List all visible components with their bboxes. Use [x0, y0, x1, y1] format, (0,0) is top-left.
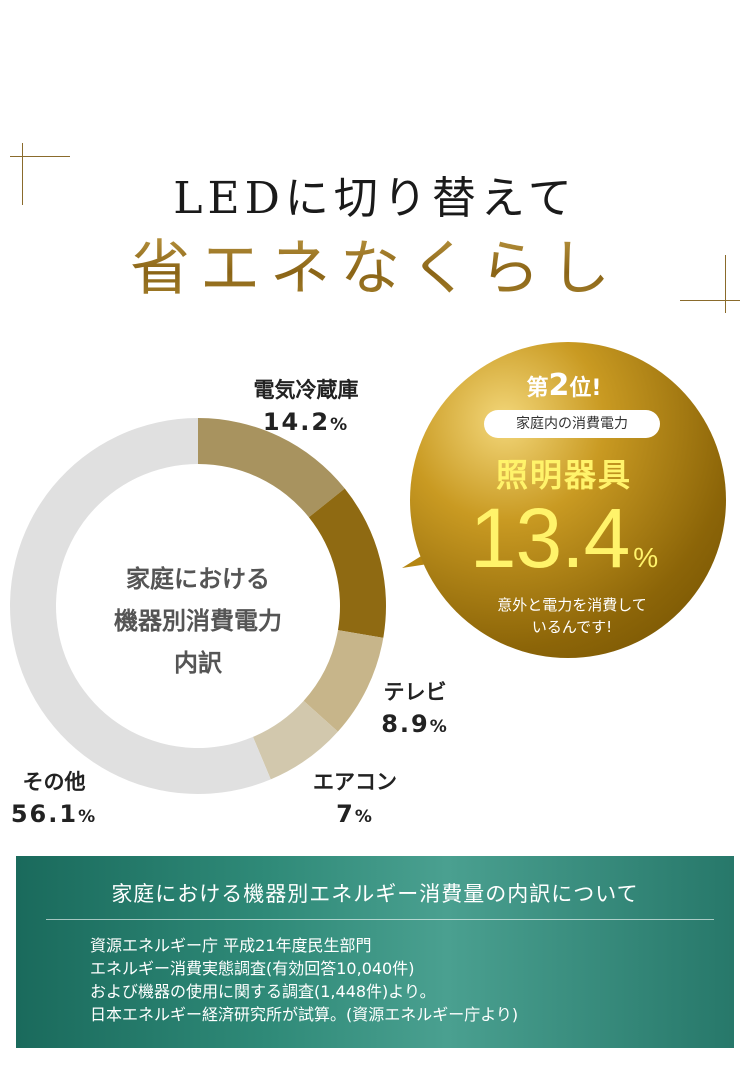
badge-note: 意外と電力を消費して いるんです!: [462, 594, 682, 638]
label-ac-name: エアコン: [313, 770, 397, 794]
slice-lighting: [308, 488, 386, 638]
label-fridge-value: 14.2: [262, 408, 331, 436]
badge-rank-suffix: 位!: [569, 376, 602, 401]
label-ac-pct: %: [354, 807, 374, 827]
center-line2: 機器別消費電力: [114, 607, 282, 635]
slice-fridge: [198, 418, 345, 518]
label-fridge-pct: %: [330, 415, 350, 435]
badge-rank: 第2位!: [402, 368, 726, 403]
crown-icon: [403, 369, 427, 386]
donut-chart: [10, 418, 386, 794]
label-ac-value: 7: [336, 800, 355, 828]
center-line1: 家庭における: [126, 565, 270, 593]
highlight-badge: 第2位! 家庭内の消費電力 照明器具 13.4% 意外と電力を消費して いるんで…: [402, 338, 726, 662]
chart-center-label: 家庭における 機器別消費電力 内訳: [90, 558, 306, 684]
slice-ac: [252, 700, 338, 780]
center-line3: 内訳: [174, 649, 222, 677]
label-other-value: 56.1: [10, 800, 79, 828]
source-info-panel: 家庭における機器別エネルギー消費量の内訳について 資源エネルギー庁 平成21年度…: [16, 856, 734, 1048]
label-tv: テレビ 8.9%: [370, 676, 460, 738]
label-other-pct: %: [78, 807, 98, 827]
slice-tv: [303, 630, 384, 732]
source-line-4: 日本エネルギー経済研究所が試算。(資源エネルギー庁より): [90, 1005, 519, 1024]
badge-item-name: 照明器具: [495, 456, 632, 494]
source-info-body: 資源エネルギー庁 平成21年度民生部門 エネルギー消費実態調査(有効回答10,0…: [90, 934, 710, 1026]
label-tv-value: 8.9: [381, 710, 430, 738]
source-line-3: および機器の使用に関する調査(1,448件)より。: [90, 982, 436, 1001]
label-fridge: 電気冷蔵庫 14.2%: [236, 374, 376, 436]
badge-value-number: 13.4: [469, 491, 630, 585]
source-info-divider: [46, 919, 714, 920]
badge-rank-prefix: 第: [526, 376, 549, 401]
label-other: その他 56.1%: [4, 766, 104, 828]
heading-line1: LEDに切り替えて: [173, 173, 577, 224]
label-tv-name: テレビ: [383, 680, 447, 704]
badge-value-pct: %: [633, 542, 659, 573]
source-line-1: 資源エネルギー庁 平成21年度民生部門: [90, 936, 372, 955]
label-fridge-name: 電気冷蔵庫: [253, 378, 359, 402]
badge-rank-number: 2: [548, 368, 570, 403]
badge-note-line1: 意外と電力を消費して: [497, 596, 647, 614]
badge-value: 13.4%: [402, 490, 726, 587]
label-other-name: その他: [22, 770, 86, 794]
label-tv-pct: %: [429, 717, 449, 737]
slice-other: [10, 418, 271, 794]
label-ac: エアコン 7%: [300, 766, 410, 828]
source-info-title: 家庭における機器別エネルギー消費量の内訳について: [111, 882, 639, 906]
badge-note-line2: いるんです!: [531, 618, 613, 636]
source-line-2: エネルギー消費実態調査(有効回答10,040件): [90, 959, 415, 978]
heading-line2: 省エネなくらし: [0, 220, 750, 307]
badge-pill: 家庭内の消費電力: [484, 410, 660, 438]
